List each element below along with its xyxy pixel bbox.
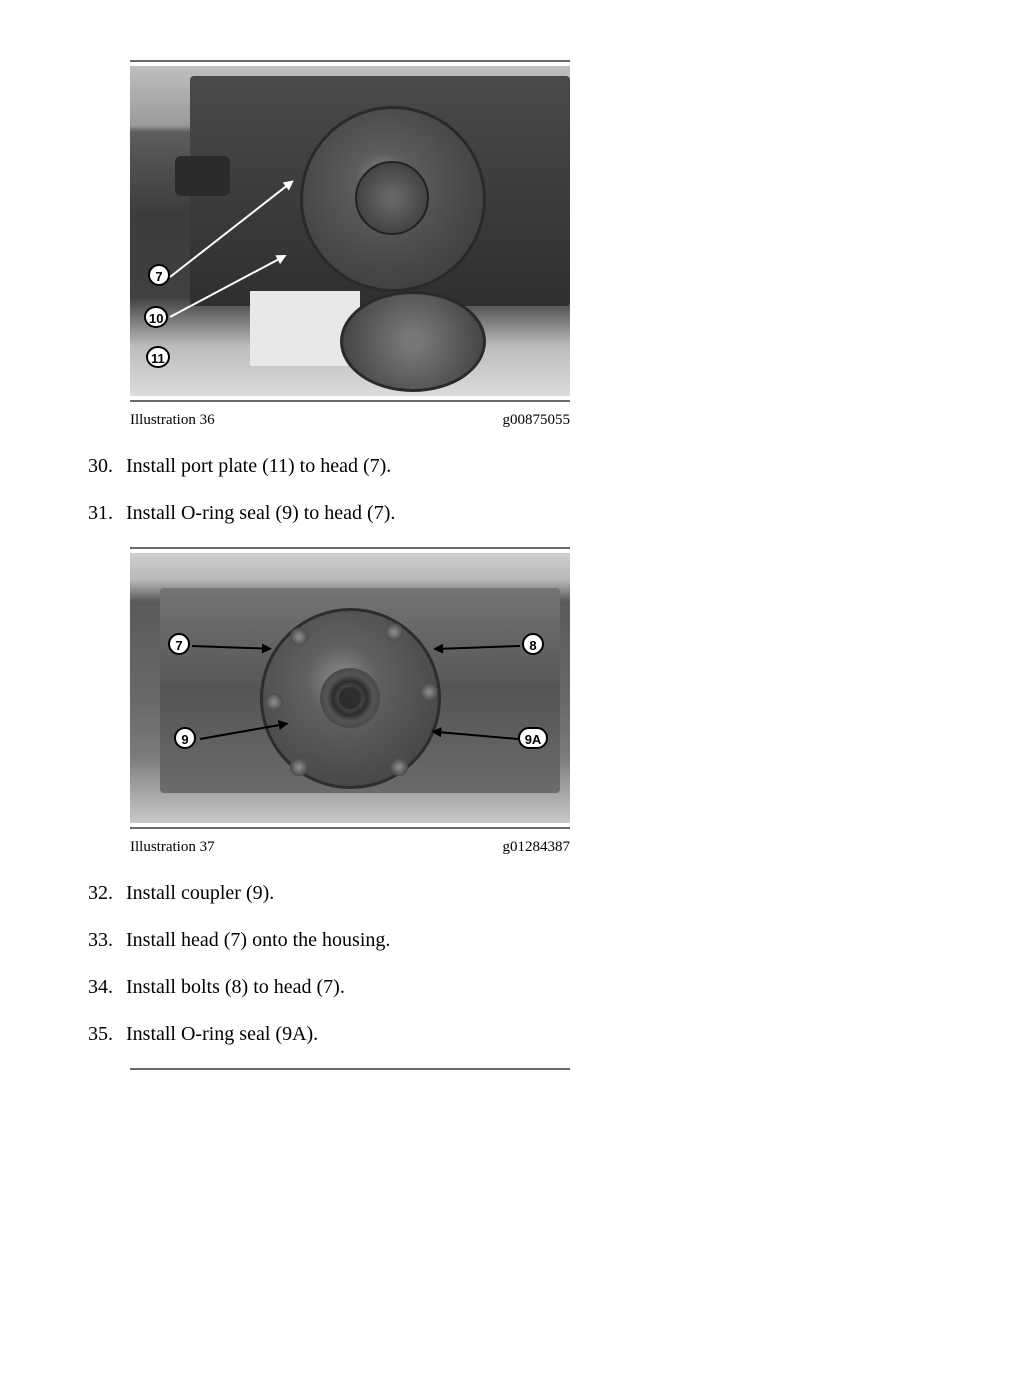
- figure-37-block: 7 8 9 9A Illustration 37 g01284387: [130, 547, 570, 860]
- figure-36-block: 7 10 11 Illustration 36 g00875055: [130, 60, 570, 433]
- illustration-36-photo: 7 10 11: [130, 66, 570, 396]
- page-content: 7 10 11 Illustration 36 g00875055 Instal…: [0, 0, 1024, 1140]
- step-33: Install head (7) onto the housing.: [118, 917, 944, 964]
- bolt-icon: [390, 758, 408, 776]
- trailing-rule: [130, 1068, 570, 1070]
- callout-9a: 9A: [518, 727, 548, 749]
- callout-9: 9: [174, 727, 196, 749]
- bolt-icon: [420, 683, 438, 701]
- caption-right: g01284387: [503, 839, 571, 856]
- figure-37-box: 7 8 9 9A: [130, 547, 570, 829]
- hub: [355, 161, 429, 235]
- bolt-icon: [290, 758, 308, 776]
- callout-10: 10: [144, 306, 168, 328]
- callout-7: 7: [148, 264, 170, 286]
- caption-left: Illustration 36: [130, 412, 215, 429]
- callout-7: 7: [168, 633, 190, 655]
- hose-fitting: [175, 156, 230, 196]
- coupler-spline: [320, 668, 380, 728]
- step-30: Install port plate (11) to head (7).: [118, 443, 944, 490]
- callout-11: 11: [146, 346, 170, 368]
- lower-ring: [340, 291, 486, 392]
- figure-36-box: 7 10 11: [130, 60, 570, 402]
- figure-36-caption: Illustration 36 g00875055: [130, 402, 570, 433]
- callout-8: 8: [522, 633, 544, 655]
- figure-37-caption: Illustration 37 g01284387: [130, 829, 570, 860]
- step-32: Install coupler (9).: [118, 870, 944, 917]
- bolt-icon: [265, 693, 283, 711]
- illustration-37-photo: 7 8 9 9A: [130, 553, 570, 823]
- step-35: Install O-ring seal (9A).: [118, 1011, 944, 1058]
- bolt-icon: [290, 628, 308, 646]
- step-31: Install O-ring seal (9) to head (7).: [118, 490, 944, 537]
- step-34: Install bolts (8) to head (7).: [118, 964, 944, 1011]
- steps-30-31: Install port plate (11) to head (7). Ins…: [80, 443, 944, 537]
- trailing-rule-block: [130, 1068, 570, 1070]
- steps-32-35: Install coupler (9). Install head (7) on…: [80, 870, 944, 1058]
- bolt-icon: [385, 623, 403, 641]
- caption-left: Illustration 37: [130, 839, 215, 856]
- caption-right: g00875055: [503, 412, 571, 429]
